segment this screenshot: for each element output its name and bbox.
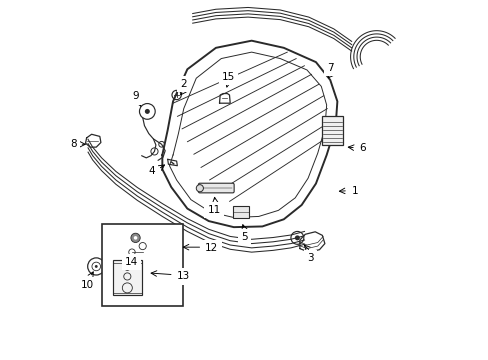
Bar: [102, 224, 183, 306]
Text: 2: 2: [180, 79, 187, 89]
Text: 8: 8: [70, 139, 77, 149]
Text: 15: 15: [222, 72, 235, 82]
Bar: [113, 260, 142, 295]
Bar: [322, 116, 343, 145]
Circle shape: [95, 265, 98, 268]
Text: 7: 7: [326, 63, 333, 73]
Text: 10: 10: [81, 280, 94, 290]
Bar: [233, 206, 248, 217]
Text: 4: 4: [148, 166, 155, 176]
Circle shape: [196, 185, 203, 192]
FancyBboxPatch shape: [198, 183, 234, 193]
Text: 5: 5: [241, 232, 247, 242]
Circle shape: [134, 236, 137, 240]
Text: 9: 9: [132, 91, 139, 102]
Circle shape: [131, 233, 140, 243]
Text: 11: 11: [207, 205, 220, 215]
Text: 6: 6: [358, 143, 365, 153]
Text: 3: 3: [306, 253, 313, 263]
Text: 1: 1: [351, 186, 358, 196]
Text: 14: 14: [124, 257, 138, 267]
Text: 12: 12: [205, 243, 218, 253]
Text: 13: 13: [176, 271, 189, 282]
Circle shape: [144, 109, 149, 114]
Circle shape: [294, 235, 299, 240]
